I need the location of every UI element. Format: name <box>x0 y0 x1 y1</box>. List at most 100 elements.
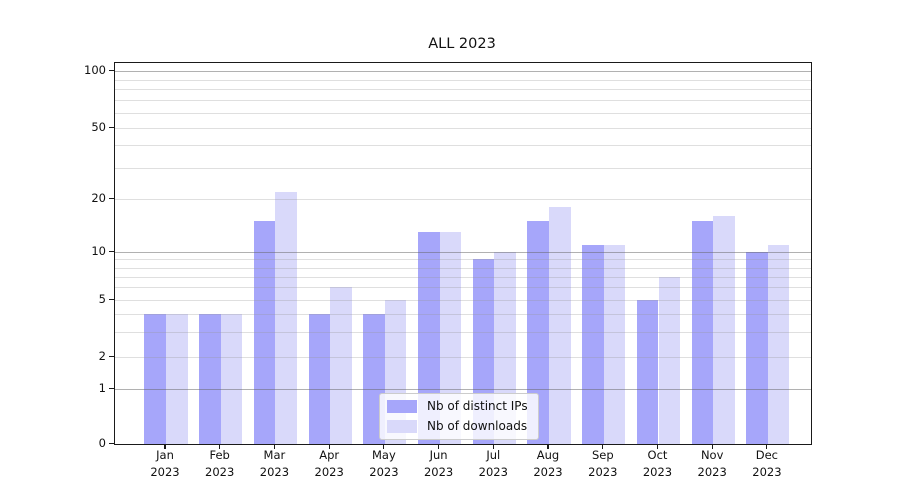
bar-distinct-ips <box>746 252 768 444</box>
bar-downloads <box>549 207 571 444</box>
bar-distinct-ips <box>144 313 166 444</box>
gridline-major <box>115 71 811 72</box>
x-tick-month: Feb <box>209 448 230 462</box>
x-tick-label: Dec 2023 <box>737 447 797 480</box>
gridline-minor <box>115 331 811 333</box>
x-tick-year: 2023 <box>369 464 399 479</box>
gridline-minor <box>115 300 811 301</box>
x-tick-mark <box>219 444 221 449</box>
x-tick-month: Dec <box>755 448 779 462</box>
x-tick-mark <box>383 444 385 449</box>
y-tick-label: 20 <box>91 191 106 205</box>
bar-distinct-ips <box>691 221 714 444</box>
bar-distinct-ips <box>308 313 331 444</box>
gridline-minor <box>115 313 811 315</box>
x-tick-label: Apr 2023 <box>299 447 359 480</box>
x-tick-label: Jun 2023 <box>409 447 469 480</box>
x-tick-month: Jan <box>156 448 174 462</box>
bar-distinct-ips <box>199 313 221 444</box>
bar-downloads <box>439 231 462 444</box>
bar-downloads <box>713 216 735 444</box>
x-tick-year: 2023 <box>205 464 235 479</box>
x-tick-mark <box>711 444 713 449</box>
legend-label-distinct-ips: Nb of distinct IPs <box>427 399 528 413</box>
x-tick-label: Jul 2023 <box>463 447 523 480</box>
bar-downloads <box>658 276 681 444</box>
x-tick-year: 2023 <box>150 464 180 479</box>
x-tick-mark <box>602 444 604 449</box>
legend-item-downloads: Nb of downloads <box>387 420 528 433</box>
legend-swatch-distinct-ips <box>387 400 417 413</box>
gridline-major <box>115 252 811 253</box>
x-tick-month: Mar <box>263 448 286 462</box>
bar-downloads <box>603 244 626 444</box>
gridline-minor <box>115 100 811 102</box>
y-tick-label: 100 <box>84 63 106 77</box>
gridline-minor <box>115 145 811 147</box>
bar-downloads <box>166 313 188 444</box>
x-tick-label: Jan 2023 <box>135 447 195 480</box>
y-tick-label: 50 <box>91 120 106 134</box>
y-tick-mark <box>109 250 114 252</box>
bar-downloads <box>330 287 352 444</box>
gridline-minor <box>115 287 811 289</box>
y-tick-mark <box>109 355 114 357</box>
y-tick-label: 1 <box>98 381 106 395</box>
y-tick-label: 2 <box>98 349 106 363</box>
x-tick-month: Aug <box>536 448 560 462</box>
gridline-minor <box>115 113 811 114</box>
y-tick-label: 10 <box>91 244 106 258</box>
legend: Nb of distinct IPs Nb of downloads <box>379 393 539 440</box>
gridline-minor <box>115 89 811 91</box>
x-tick-year: 2023 <box>259 464 290 479</box>
x-tick-mark <box>547 444 549 449</box>
x-tick-label: Nov 2023 <box>682 447 742 480</box>
x-tick-label: Oct 2023 <box>628 447 688 480</box>
x-tick-label: Feb 2023 <box>190 447 250 480</box>
gridline-minor <box>115 357 811 358</box>
y-tick-label: 5 <box>98 292 106 306</box>
x-tick-mark <box>492 444 494 449</box>
x-tick-label: May 2023 <box>354 447 414 480</box>
x-tick-mark <box>438 444 440 449</box>
bar-downloads <box>767 244 790 444</box>
y-tick-mark <box>109 442 114 444</box>
plot-area: Nb of distinct IPs Nb of downloads <box>114 62 812 445</box>
x-tick-mark <box>656 444 659 449</box>
gridline-major <box>115 389 811 390</box>
y-tick-mark <box>109 69 114 71</box>
gridline-minor <box>115 276 811 278</box>
x-tick-year: 2023 <box>697 464 727 479</box>
legend-label-downloads: Nb of downloads <box>427 419 528 433</box>
y-tick-mark <box>109 197 114 199</box>
gridline-minor <box>115 259 811 261</box>
gridline-minor <box>115 128 811 129</box>
x-tick-month: Jun <box>429 448 448 462</box>
bar-distinct-ips <box>636 300 659 444</box>
bar-downloads <box>275 191 297 444</box>
x-tick-year: 2023 <box>752 464 782 479</box>
y-tick-mark <box>109 298 114 300</box>
x-tick-label: Mar 2023 <box>244 447 304 480</box>
bar-downloads <box>220 313 243 444</box>
x-tick-month: May <box>372 448 396 462</box>
gridline-minor <box>115 199 811 200</box>
x-tick-label: Aug 2023 <box>518 447 578 480</box>
x-tick-year: 2023 <box>588 464 618 479</box>
x-tick-year: 2023 <box>314 464 344 479</box>
x-tick-year: 2023 <box>533 464 563 479</box>
x-tick-mark <box>766 444 768 449</box>
x-tick-month: Apr <box>319 448 340 462</box>
bar-distinct-ips <box>418 231 440 444</box>
y-tick-mark <box>109 126 114 128</box>
bar-distinct-ips <box>527 221 549 444</box>
chart-title: ALL 2023 <box>428 36 496 52</box>
bar-distinct-ips <box>253 221 276 444</box>
y-tick-mark <box>109 387 114 389</box>
x-tick-mark <box>273 444 275 449</box>
y-tick-label: 0 <box>98 436 106 450</box>
x-tick-year: 2023 <box>423 464 454 479</box>
legend-swatch-downloads <box>387 420 417 433</box>
x-tick-year: 2023 <box>478 464 508 479</box>
